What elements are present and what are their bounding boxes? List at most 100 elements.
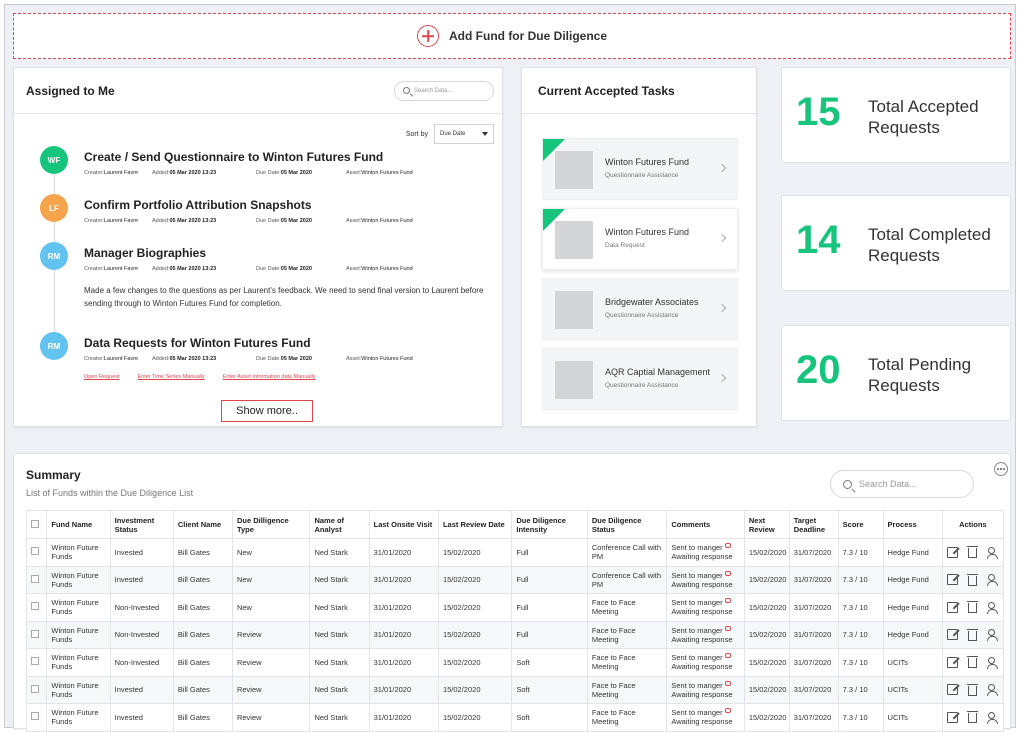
row-checkbox[interactable]	[31, 712, 39, 721]
row-select-cell[interactable]	[25, 703, 48, 732]
comment-icon[interactable]	[724, 598, 731, 604]
table-cell: New	[231, 565, 311, 594]
meta-value: 05 Mar 2020	[280, 356, 312, 362]
stat-label: Total Accepted Requests	[868, 97, 979, 137]
trash-icon[interactable]	[967, 628, 979, 641]
table-cell: Bill Gates	[172, 648, 233, 677]
column-header[interactable]: Next Review	[743, 510, 790, 539]
more-options-icon[interactable]	[994, 462, 1008, 476]
column-header[interactable]: Last Review Date	[437, 510, 513, 539]
column-header[interactable]: Due Dilligence Type	[231, 510, 311, 539]
task-thumbnail	[555, 291, 593, 329]
meta-value: Winton Futures Fund	[361, 266, 413, 272]
edit-icon[interactable]	[947, 546, 959, 558]
task-link[interactable]: Enter Asset Information data Manually	[222, 374, 316, 380]
row-select-cell[interactable]	[25, 565, 48, 594]
trash-icon[interactable]	[967, 683, 979, 696]
column-header[interactable]: Name of Analyst	[309, 510, 370, 539]
row-checkbox[interactable]	[31, 547, 39, 556]
comment-icon[interactable]	[724, 708, 731, 714]
meta-field: Added: 05 Mar 2020 13:23	[152, 218, 256, 224]
row-select-cell[interactable]	[25, 593, 48, 622]
row-checkbox[interactable]	[31, 657, 39, 666]
comment-text: Awaiting response	[671, 689, 733, 699]
current-task-item[interactable]: Bridgewater Associates Questionnaire Assi…	[542, 278, 738, 340]
table-cell: Ned Stark	[309, 675, 370, 704]
row-select-cell[interactable]	[25, 538, 48, 567]
task-title[interactable]: Manager Biographies	[84, 246, 207, 260]
column-header[interactable]: Comments	[666, 510, 745, 539]
comment-icon[interactable]	[724, 543, 731, 549]
column-header[interactable]: Last Onsite Visit	[368, 510, 439, 539]
trash-icon[interactable]	[967, 711, 979, 724]
assign-user-icon[interactable]	[987, 684, 999, 697]
trash-icon[interactable]	[967, 573, 979, 586]
edit-icon[interactable]	[947, 574, 959, 586]
meta-field: Added: 05 Mar 2020 13:23	[152, 170, 256, 176]
assign-user-icon[interactable]	[987, 629, 999, 642]
trash-icon[interactable]	[967, 546, 979, 559]
sort-select[interactable]: Due Date	[434, 124, 494, 144]
column-header[interactable]: Target Deadline	[788, 510, 839, 539]
column-header[interactable]: Actions	[941, 510, 1005, 539]
summary-search-input[interactable]: Search Data...	[830, 470, 974, 498]
row-select-cell[interactable]	[25, 675, 48, 704]
table-cell: Ned Stark	[309, 538, 370, 567]
column-header[interactable]: Investment Status	[109, 510, 174, 539]
current-task-type: Questionnaire Assistance	[605, 312, 679, 319]
table-cell: Full	[511, 538, 588, 567]
row-checkbox[interactable]	[31, 684, 39, 693]
column-header[interactable]: Due Diligence Intensity	[511, 510, 588, 539]
row-checkbox[interactable]	[31, 602, 39, 611]
comment-icon[interactable]	[724, 570, 731, 576]
table-cell: 31/01/2020	[368, 648, 439, 677]
trash-icon[interactable]	[967, 656, 979, 669]
select-all-cell[interactable]	[25, 510, 48, 539]
row-checkbox[interactable]	[31, 629, 39, 638]
assign-user-icon[interactable]	[987, 656, 999, 669]
row-select-cell[interactable]	[25, 648, 48, 677]
show-more-button[interactable]: Show more..	[221, 400, 313, 422]
column-header[interactable]: Score	[837, 510, 884, 539]
task-link[interactable]: Enter Time Series Manually	[137, 374, 205, 380]
edit-icon[interactable]	[947, 684, 959, 696]
row-select-cell[interactable]	[25, 620, 48, 649]
edit-icon[interactable]	[947, 629, 959, 641]
edit-icon[interactable]	[947, 601, 959, 613]
add-fund-button[interactable]: Add Fund for Due Diligence	[13, 13, 1011, 59]
comment-icon[interactable]	[724, 680, 731, 686]
meta-field: Added: 05 Mar 2020 13:23	[152, 356, 256, 362]
edit-icon[interactable]	[947, 656, 959, 668]
column-header[interactable]: Process	[882, 510, 943, 539]
comment-text: Awaiting response	[671, 552, 733, 562]
comment-text: Awaiting response	[671, 579, 733, 589]
avatar: RM	[40, 332, 68, 360]
task-title[interactable]: Confirm Portfolio Attribution Snapshots	[84, 198, 312, 212]
current-task-item[interactable]: Winton Futures Fund Data Request	[542, 208, 738, 270]
comment-icon[interactable]	[724, 625, 731, 631]
task-title[interactable]: Data Requests for Winton Futures Fund	[84, 336, 311, 350]
task-title[interactable]: Create / Send Questionnaire to Winton Fu…	[84, 150, 384, 164]
column-header[interactable]: Fund Name	[46, 510, 111, 539]
current-task-item[interactable]: AQR Captial Management Questionnaire Assi…	[542, 348, 738, 410]
summary-table: Fund Name Investment Status Client Name Due…	[25, 510, 1005, 732]
column-header[interactable]: Client Name	[172, 510, 233, 539]
summary-title: Summary	[26, 468, 81, 482]
assigned-search-input[interactable]: Search Data...	[394, 80, 494, 101]
table-cell: 7.3 / 10	[837, 565, 884, 594]
table-cell: Conference Call with PM	[586, 538, 668, 567]
table-cell: 31/07/2020	[788, 648, 839, 677]
task-link[interactable]: Open Request	[84, 374, 120, 380]
edit-icon[interactable]	[947, 711, 959, 723]
select-all-checkbox[interactable]	[31, 519, 39, 528]
assign-user-icon[interactable]	[987, 574, 999, 587]
assign-user-icon[interactable]	[987, 546, 999, 559]
assign-user-icon[interactable]	[987, 711, 999, 724]
trash-icon[interactable]	[967, 601, 979, 614]
row-checkbox[interactable]	[31, 574, 39, 583]
column-header[interactable]: Due Diligence Status	[586, 510, 668, 539]
comment-icon[interactable]	[724, 653, 731, 659]
table-cell: Sent to manger Awaiting response	[666, 565, 745, 594]
assign-user-icon[interactable]	[987, 601, 999, 614]
current-task-item[interactable]: Winton Futures Fund Questionnaire Assista…	[542, 138, 738, 200]
